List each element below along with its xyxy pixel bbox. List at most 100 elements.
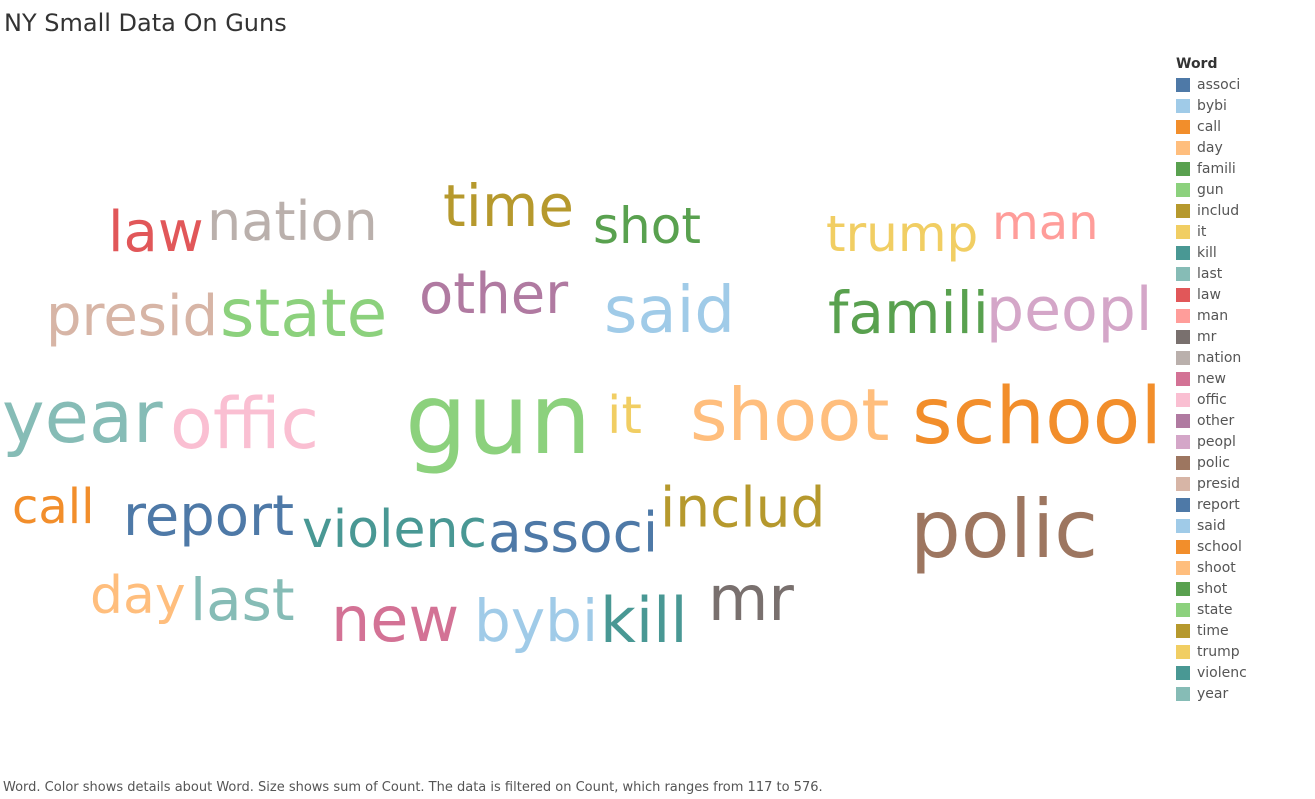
legend-item-kill[interactable]: kill [1176,242,1311,263]
word-cloud: associ bybi call day famili gun includ it kill la… [2,172,1163,657]
word-offic: offic [170,383,319,465]
legend-swatch [1176,266,1190,281]
legend-label: bybi [1197,97,1227,114]
color-legend: Word associ bybi call day famili gun includ it k… [1176,54,1311,704]
legend-item-man[interactable]: man [1176,305,1311,326]
legend-label: law [1197,286,1221,303]
legend-label: last [1197,265,1223,282]
legend-swatch [1176,329,1190,344]
legend-label: day [1197,139,1223,156]
legend-item-law[interactable]: law [1176,284,1311,305]
legend-swatch [1176,77,1190,92]
word-new: new [331,583,460,656]
legend-item-peopl[interactable]: peopl [1176,431,1311,452]
legend-swatch [1176,665,1190,680]
legend-item-offic[interactable]: offic [1176,389,1311,410]
legend-swatch [1176,287,1190,302]
word-gun: gun [405,363,592,477]
legend-item-day[interactable]: day [1176,137,1311,158]
legend-item-includ[interactable]: includ [1176,200,1311,221]
legend-swatch [1176,392,1190,407]
legend-label: year [1197,685,1229,702]
legend-item-time[interactable]: time [1176,620,1311,641]
legend-swatch [1176,245,1190,260]
legend-item-polic[interactable]: polic [1176,452,1311,473]
legend-swatch [1176,371,1190,386]
legend-item-famili[interactable]: famili [1176,158,1311,179]
legend-item-new[interactable]: new [1176,368,1311,389]
legend-swatch [1176,560,1190,575]
legend-item-last[interactable]: last [1176,263,1311,284]
legend-label: presid [1197,475,1241,492]
legend-label: call [1197,118,1222,135]
legend-title: Word [1176,56,1218,72]
legend-swatch [1176,497,1190,512]
word-polic: polic [910,483,1099,576]
legend-item-associ[interactable]: associ [1176,74,1311,95]
legend-swatch [1176,539,1190,554]
word-law: law [108,200,204,265]
legend-swatch [1176,434,1190,449]
legend-label: kill [1197,244,1217,261]
legend-item-call[interactable]: call [1176,116,1311,137]
legend-swatch [1176,140,1190,155]
legend-swatch [1176,203,1190,218]
legend-items: associ bybi call day famili gun includ it kill la… [1176,74,1311,704]
legend-item-school[interactable]: school [1176,536,1311,557]
word-day: day [90,566,186,626]
legend-item-gun[interactable]: gun [1176,179,1311,200]
word-it: it [607,386,642,446]
word-mr: mr [708,562,794,635]
legend-swatch [1176,350,1190,365]
legend-label: associ [1197,76,1241,93]
legend-label: man [1197,307,1229,324]
legend-item-said[interactable]: said [1176,515,1311,536]
legend-label: said [1197,517,1226,534]
legend-label: shot [1197,580,1228,597]
legend-swatch [1176,686,1190,701]
word-time: time [443,172,575,240]
word-shoot: shoot [690,373,890,457]
legend-swatch [1176,119,1190,134]
legend-label: mr [1197,328,1217,345]
legend-item-violenc[interactable]: violenc [1176,662,1311,683]
legend-item-report[interactable]: report [1176,494,1311,515]
legend-item-nation[interactable]: nation [1176,347,1311,368]
legend-swatch [1176,476,1190,491]
legend-label: famili [1197,160,1236,177]
legend-item-mr[interactable]: mr [1176,326,1311,347]
legend-label: time [1197,622,1229,639]
word-said: said [604,274,735,348]
word-associ: associ [488,500,659,565]
legend-item-other[interactable]: other [1176,410,1311,431]
legend-label: trump [1197,643,1240,660]
legend-label: shoot [1197,559,1236,576]
legend-label: other [1197,412,1235,429]
legend-swatch [1176,224,1190,239]
word-school: school [912,372,1163,462]
legend-item-year[interactable]: year [1176,683,1311,704]
legend-item-it[interactable]: it [1176,221,1311,242]
legend-swatch [1176,518,1190,533]
chart-caption: Word. Color shows details about Word. Si… [3,780,823,795]
legend-label: report [1197,496,1240,513]
legend-item-state[interactable]: state [1176,599,1311,620]
legend-label: state [1197,601,1233,618]
legend-label: gun [1197,181,1224,198]
word-call: call [12,479,95,535]
word-last: last [190,566,295,634]
legend-item-shoot[interactable]: shoot [1176,557,1311,578]
legend-item-shot[interactable]: shot [1176,578,1311,599]
legend-label: includ [1197,202,1240,219]
legend-swatch [1176,602,1190,617]
word-kill: kill [600,584,688,657]
word-nation: nation [207,190,378,253]
legend-item-trump[interactable]: trump [1176,641,1311,662]
legend-item-presid[interactable]: presid [1176,473,1311,494]
legend-item-bybi[interactable]: bybi [1176,95,1311,116]
word-bybi: bybi [474,587,599,655]
legend-label: new [1197,370,1226,387]
legend-label: violenc [1197,664,1247,681]
legend-swatch [1176,98,1190,113]
legend-label: it [1197,223,1207,240]
